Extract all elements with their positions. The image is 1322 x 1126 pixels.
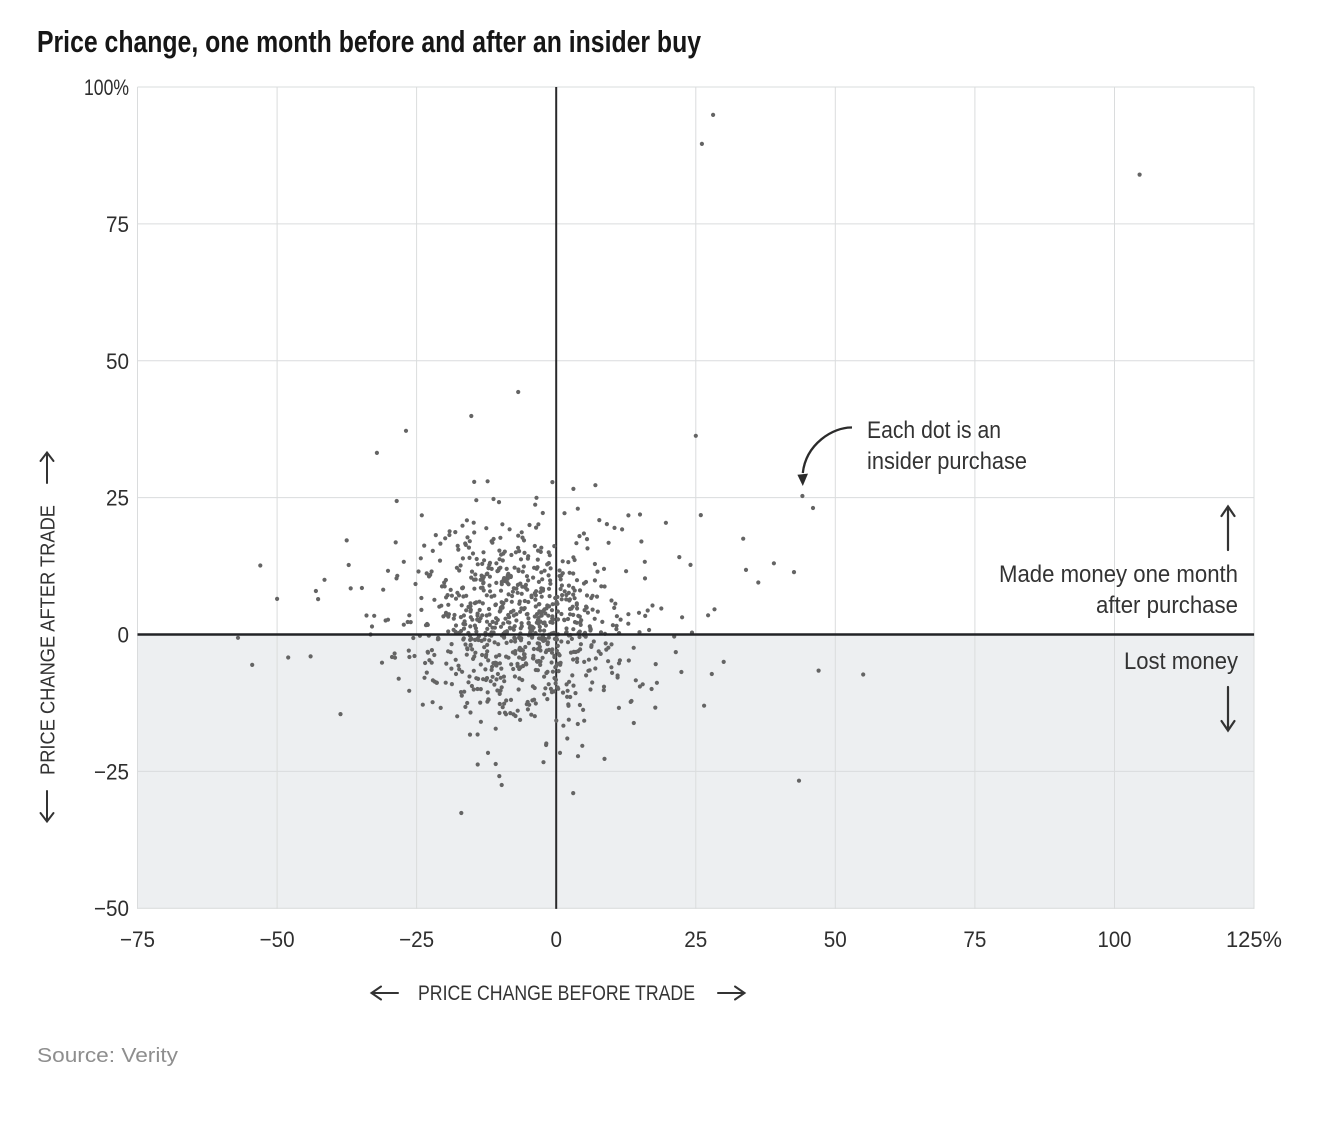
svg-text:75: 75 bbox=[106, 212, 129, 237]
svg-text:−50: −50 bbox=[260, 927, 295, 952]
svg-text:50: 50 bbox=[106, 349, 129, 374]
svg-text:Lost money: Lost money bbox=[1124, 648, 1239, 675]
svg-text:Each dot is an: Each dot is an bbox=[867, 417, 1001, 444]
svg-text:25: 25 bbox=[106, 486, 129, 511]
svg-text:Made money one month: Made money one month bbox=[999, 561, 1238, 588]
svg-text:75: 75 bbox=[963, 927, 986, 952]
svg-text:−75: −75 bbox=[120, 927, 155, 952]
svg-text:Price change, one month before: Price change, one month before and after… bbox=[37, 24, 702, 59]
svg-text:Source: Verity: Source: Verity bbox=[37, 1044, 179, 1067]
svg-text:100%: 100% bbox=[84, 75, 129, 100]
svg-text:PRICE CHANGE BEFORE TRADE: PRICE CHANGE BEFORE TRADE bbox=[418, 982, 695, 1005]
svg-text:PRICE CHANGE AFTER TRADE: PRICE CHANGE AFTER TRADE bbox=[37, 505, 60, 775]
svg-text:100: 100 bbox=[1098, 927, 1132, 952]
svg-text:0: 0 bbox=[118, 623, 130, 648]
svg-text:125%: 125% bbox=[1226, 927, 1282, 952]
svg-text:insider purchase: insider purchase bbox=[867, 448, 1027, 475]
svg-text:after purchase: after purchase bbox=[1096, 592, 1238, 619]
svg-text:−50: −50 bbox=[94, 896, 129, 921]
svg-text:50: 50 bbox=[824, 927, 847, 952]
svg-text:−25: −25 bbox=[399, 927, 434, 952]
svg-text:25: 25 bbox=[684, 927, 707, 952]
svg-text:0: 0 bbox=[550, 927, 562, 952]
svg-text:−25: −25 bbox=[94, 759, 129, 784]
